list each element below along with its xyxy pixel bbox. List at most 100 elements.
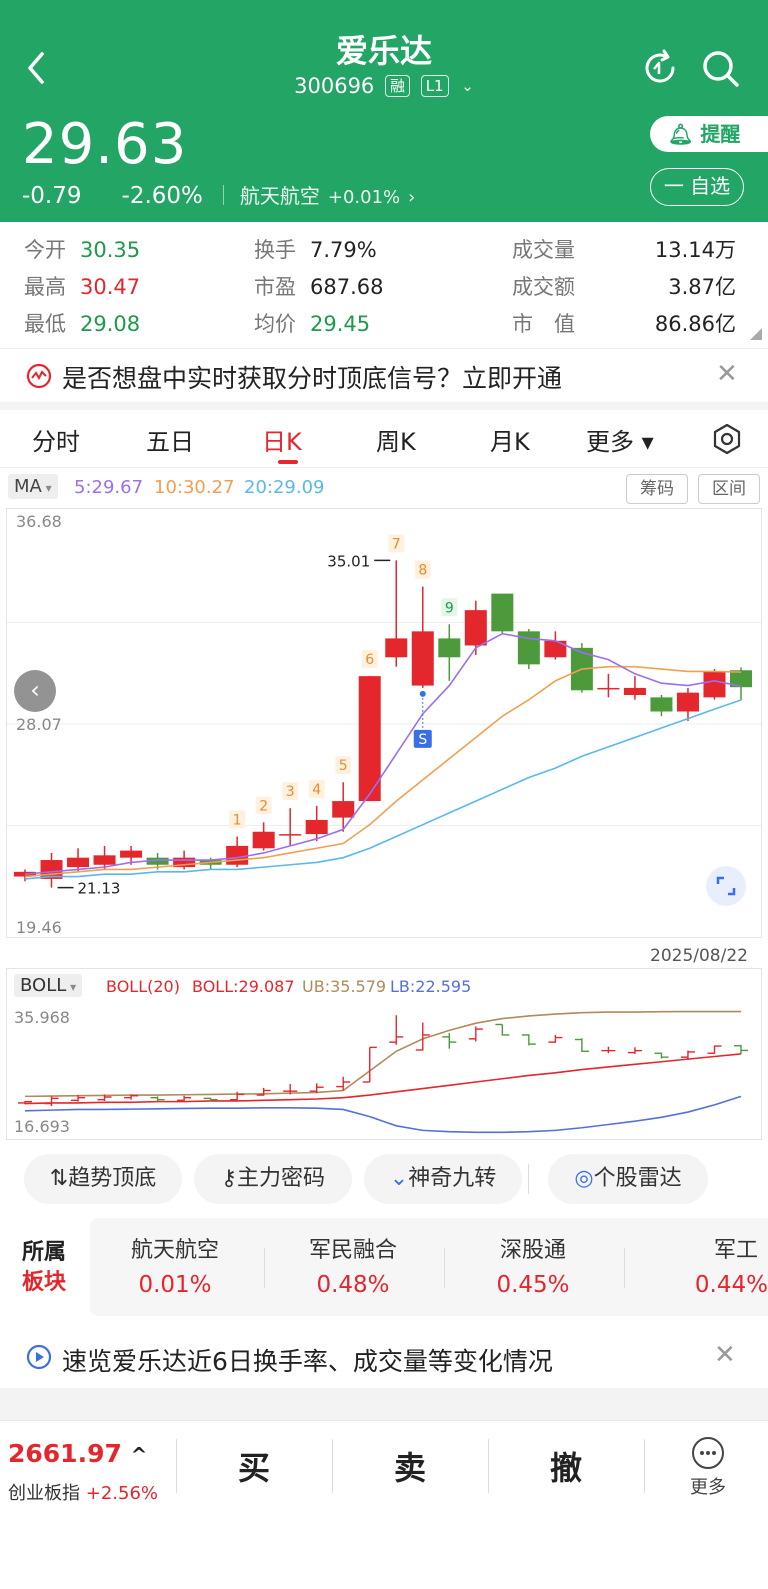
boll-svg [18,1010,748,1134]
sector-name: 航天航空 [130,1238,219,1263]
tab-weekly-k[interactable]: 周K [376,428,416,456]
cancel-order-button[interactable]: 撤 [549,1449,582,1487]
boll-ub-value: UB:35.579 [302,977,387,996]
divider [444,1248,445,1288]
stat-open-label: 今开 [24,238,66,262]
y-axis-bottom-label: 19.46 [16,918,62,937]
index-ticker[interactable]: 2661.97 ^ [8,1439,147,1468]
stock-code: 300696 [294,74,375,98]
more-dots-icon[interactable] [692,1437,724,1469]
turnover-summary-banner[interactable]: 速览爱乐达近6日换手率、成交量等变化情况 ✕ [0,1328,768,1386]
header-sector-name[interactable]: 航天航空 [239,184,320,208]
stat-pe: 市盈 687.68 [254,271,383,301]
stat-volume-value: 13.14万 [654,238,736,262]
stat-amount-label: 成交额 [512,275,575,299]
current-price: 29.63 [22,112,188,177]
magic-nine-button[interactable]: ⌄神奇九转 [364,1154,522,1204]
candle-body [623,687,646,695]
scroll-left-button[interactable]: ‹ [14,670,56,712]
nine-turn-badge [441,598,458,617]
play-icon [26,1344,52,1370]
stat-turnover-value: 7.79% [310,238,377,262]
range-stats-button[interactable]: 区间 [698,474,760,504]
sell-button[interactable]: 卖 [393,1449,426,1487]
stat-high-label: 最高 [24,275,66,299]
header-sector-change[interactable]: +0.01% [327,187,401,208]
fullscreen-button[interactable] [706,866,746,906]
boll-mid-value: BOLL:29.087 [192,977,295,996]
stat-avg: 均价 29.45 [254,308,370,338]
chart-period-tabs: 分时 五日 日K 周K 月K 更多 ▾ [0,410,768,468]
nine-turn-label: 9 [445,600,454,616]
candle-body [279,834,302,836]
tab-intraday[interactable]: 分时 [32,428,80,456]
candle-body [597,687,620,690]
tab-more[interactable]: 更多 ▾ [586,428,654,456]
tab-monthly-k[interactable]: 月K [490,428,530,456]
sector-pct: 0.48% [316,1272,390,1298]
remind-label: 提醒 [700,122,741,146]
nine-turn-label: 8 [418,563,427,579]
sector-item[interactable]: 军民融合 0.48% [268,1232,438,1298]
refresh-button[interactable] [640,48,680,88]
tab-five-day[interactable]: 五日 [146,428,194,456]
chevron-right-icon[interactable]: › [408,187,416,208]
boll-upper-line [24,1010,742,1098]
chart-settings-button[interactable] [710,422,744,456]
expand-corner-icon[interactable] [750,328,762,340]
sector-item[interactable]: 航天航空 0.01% [90,1232,260,1298]
chip-distribution-button[interactable]: 筹码 [626,474,688,504]
gear-icon [713,423,741,455]
trend-top-bottom-button[interactable]: ⇅趋势顶底 [24,1154,182,1204]
tool-label: 趋势顶底 [68,1166,157,1191]
tab-daily-k[interactable]: 日K [262,428,302,456]
sector-item[interactable]: 军工 0.44% [638,1232,768,1298]
quote-stats[interactable]: 今开 30.35 最高 30.47 最低 29.08 换手 7.79% 市盈 687.68… [0,222,768,346]
stock-radar-button[interactable]: ◎个股雷达 [548,1154,708,1204]
caret-down-icon: ▾ [66,980,77,994]
stock-code-row[interactable]: 300696 融 L1 ⌄ [0,74,768,98]
close-icon[interactable]: ✕ [716,359,738,389]
more-label[interactable]: 更多 [690,1477,726,1498]
signal-promo-banner[interactable]: 是否想盘中实时获取分时顶底信号？立即开通 ✕ [0,348,768,402]
stat-amount-value: 3.87亿 [668,275,736,299]
candle-body [464,610,487,646]
ma-legend-row: MA ▾ 5:29.67 10:30.27 20:29.09 筹码 区间 [0,470,768,506]
search-button[interactable] [700,48,742,90]
tool-label: 主力密码 [237,1166,326,1191]
sectors-title-line1: 所属 [22,1240,67,1265]
candle-body [411,631,434,686]
boll-chart[interactable] [6,968,762,1140]
candle-body [676,692,699,712]
nine-turn-label: 5 [339,758,348,774]
candle-body [93,855,116,865]
sector-item[interactable]: 深股通 0.45% [448,1232,618,1298]
sector-pct: 0.45% [496,1272,570,1298]
signal-dot [419,690,426,697]
main-force-code-button[interactable]: ⚷主力密码 [194,1154,352,1204]
back-button[interactable] [18,44,58,92]
kline-chart[interactable]: 35.01 21.13 1 2 3 4 5 6 7 8 9 S [6,508,762,938]
change-row: -0.79 -2.60% 航天航空 +0.01% › [22,180,415,209]
stat-avg-label: 均价 [254,312,296,336]
watchlist-button[interactable]: 一 自选 [650,168,744,206]
close-icon[interactable]: ✕ [714,1340,736,1370]
nine-turn-badge [308,779,325,798]
related-sectors: 所属 板块 航天航空 0.01% 军民融合 0.48% 深股通 0.45% 军工… [0,1218,768,1316]
boll-name: BOLL(20) [106,977,180,996]
stat-low-label: 最低 [24,312,66,336]
stat-turnover-label: 换手 [254,238,296,262]
nine-turn-label: 2 [259,798,268,814]
indicator-selector[interactable]: MA ▾ [8,474,58,499]
tool-label: 个股雷达 [593,1166,682,1191]
stat-mcap-value: 86.86亿 [654,312,736,336]
buy-button[interactable]: 买 [237,1449,270,1487]
ma10-line [24,665,742,878]
candle-body [385,638,408,658]
boll-selector[interactable]: BOLL ▾ [14,974,83,997]
ma20-value: 20:29.09 [244,477,325,498]
boll-y-bottom-label: 16.693 [14,1117,70,1136]
price-change-pct: -2.60% [121,183,203,209]
boll-mid-line [24,1053,742,1105]
remind-button[interactable]: 🔔︎ 提醒 [650,116,768,152]
